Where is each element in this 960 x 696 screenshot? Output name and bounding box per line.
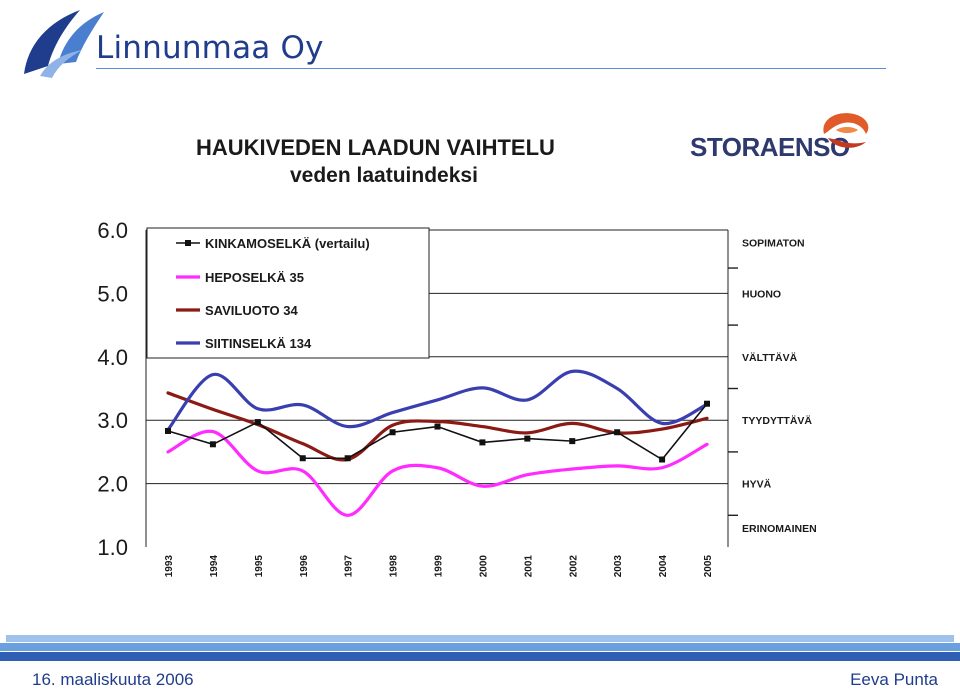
quality-class-scale: SOPIMATON HUONO VÄLTTÄVÄ TYYDYTTÄVÄ HYVÄ ERIN… [728,238,817,535]
legend-box [146,227,430,359]
data-point [299,455,306,462]
x-tick-label: 1997 [344,555,355,578]
quality-class-label: SOPIMATON [742,238,805,250]
legend-label: SIITINSELKÄ 134 [205,336,312,351]
data-point [165,427,171,434]
storaenso-logo [814,108,874,154]
y-tick-label: 5.0 [97,281,128,306]
quality-class-label: HUONO [742,288,781,300]
x-tick-label: 2000 [478,555,489,578]
data-point [614,429,621,436]
legend-marker [185,240,191,246]
series-line-siitinselk [166,369,709,432]
chart-legend: KINKAMOSELKÄ (vertailu) HEPOSELKÄ 35 SAVIL… [146,227,430,359]
company-logo [18,4,108,80]
chart-subtitle: veden laatuindeksi [290,164,478,187]
quality-class-label: ERINOMAINEN [742,523,817,535]
x-tick-label: 1996 [299,555,310,578]
y-tick-label: 2.0 [97,472,128,497]
quality-class-label: HYVÄ [742,478,772,491]
data-point [479,439,486,446]
data-point [209,441,216,448]
quality-class-label: VÄLTTÄVÄ [742,351,798,364]
bird-wing-logo-icon [24,10,104,78]
data-point [524,435,531,442]
y-tick-label: 1.0 [97,535,128,560]
y-axis: 1.0 2.0 3.0 4.0 5.0 6.0 [97,218,128,560]
x-tick-label: 1994 [209,555,220,578]
quality-class-label: TYYDYTTÄVÄ [742,414,812,427]
footer-band [0,635,960,661]
legend-label: KINKAMOSELKÄ (vertailu) [205,236,370,251]
series-line-heposelk [166,429,709,517]
data-point [659,456,666,463]
chart-title: HAUKIVEDEN LAADUN VAIHTELU [196,135,555,160]
x-tick-label: 2005 [703,555,714,578]
x-tick-label: 1995 [254,555,265,578]
y-tick-label: 6.0 [97,218,128,243]
footer-author: Eeva Punta [850,670,938,689]
x-tick-label: 2002 [568,555,579,578]
x-tick-label: 2001 [523,555,534,578]
y-tick-label: 4.0 [97,345,128,370]
storaenso-wordmark: STORAENSO [690,132,850,162]
data-point [254,419,261,426]
y-tick-label: 3.0 [97,408,128,433]
x-tick-label: 1998 [389,555,400,578]
x-tick-label: 1999 [434,555,445,578]
x-axis: 1993 1994 1995 1996 1997 1998 1999 2000 2001 2002… [164,555,714,578]
x-tick-label: 2004 [658,555,669,578]
data-point [569,438,576,445]
legend-label: HEPOSELKÄ 35 [205,270,304,285]
storaenso-swirl-icon [823,113,869,148]
x-tick-label: 2003 [613,555,624,578]
chart-series [165,369,710,517]
x-tick-label: 1993 [164,555,175,578]
data-point [344,455,351,462]
data-point [434,423,441,430]
footer-date: 16. maaliskuuta 2006 [32,670,194,689]
data-point [389,429,396,436]
legend-label: SAVILUOTO 34 [205,303,298,318]
company-name: Linnunmaa Oy [96,30,324,66]
header-divider [96,68,886,69]
data-point [704,400,710,407]
